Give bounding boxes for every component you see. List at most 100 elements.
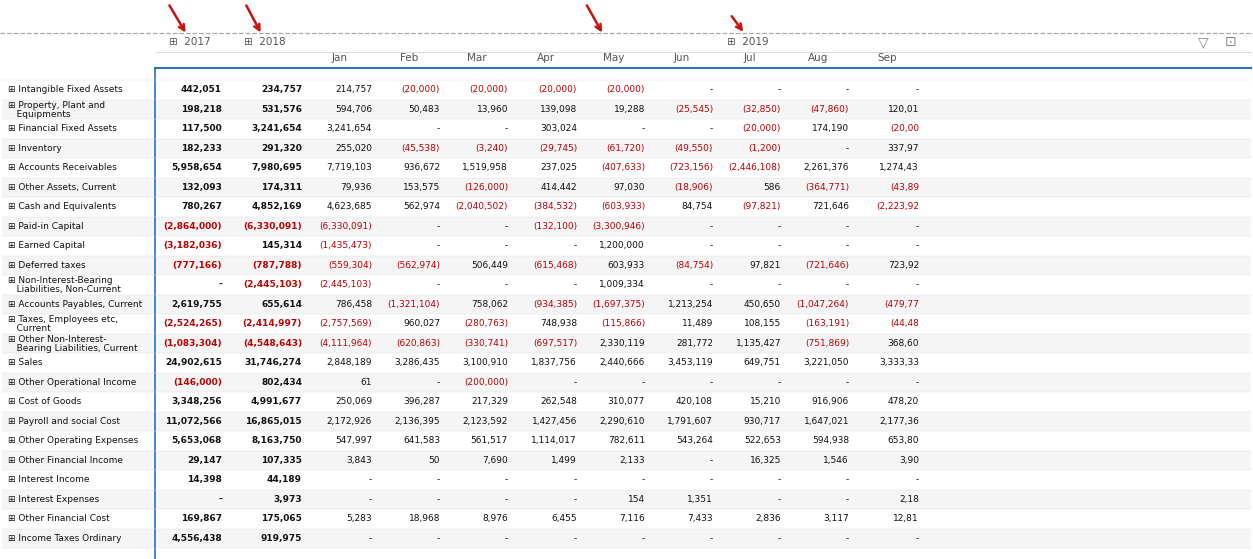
Text: 1,647,021: 1,647,021 bbox=[803, 417, 850, 426]
Text: Jun: Jun bbox=[674, 53, 690, 63]
Text: 44,189: 44,189 bbox=[267, 475, 302, 484]
Text: -: - bbox=[916, 86, 918, 94]
Bar bbox=[3, 255, 1250, 275]
Text: 543,264: 543,264 bbox=[677, 436, 713, 446]
Bar bbox=[3, 451, 1250, 470]
Bar bbox=[3, 139, 1250, 158]
Text: -: - bbox=[437, 534, 440, 543]
Text: 1,837,756: 1,837,756 bbox=[531, 358, 576, 367]
Text: 930,717: 930,717 bbox=[744, 417, 781, 426]
Text: 786,458: 786,458 bbox=[335, 300, 372, 309]
Text: 396,287: 396,287 bbox=[403, 397, 440, 406]
Text: (1,321,104): (1,321,104) bbox=[387, 300, 440, 309]
Text: 2,848,189: 2,848,189 bbox=[327, 358, 372, 367]
Text: (20,000): (20,000) bbox=[470, 86, 507, 94]
Text: 291,320: 291,320 bbox=[261, 144, 302, 153]
Text: -: - bbox=[778, 475, 781, 484]
Text: 169,867: 169,867 bbox=[180, 514, 222, 523]
Text: 4,556,438: 4,556,438 bbox=[172, 534, 222, 543]
Text: 31,746,274: 31,746,274 bbox=[244, 358, 302, 367]
Text: 1,427,456: 1,427,456 bbox=[531, 417, 576, 426]
Text: 3,348,256: 3,348,256 bbox=[172, 397, 222, 406]
Text: (115,866): (115,866) bbox=[600, 319, 645, 328]
Text: -: - bbox=[778, 378, 781, 387]
Text: 16,325: 16,325 bbox=[749, 456, 781, 465]
Text: 182,233: 182,233 bbox=[182, 144, 222, 153]
Text: -: - bbox=[574, 378, 576, 387]
Text: 3,843: 3,843 bbox=[346, 456, 372, 465]
Text: (2,864,000): (2,864,000) bbox=[163, 222, 222, 231]
Text: 337,97: 337,97 bbox=[887, 144, 918, 153]
Text: (697,517): (697,517) bbox=[533, 339, 576, 348]
Text: Equipments: Equipments bbox=[8, 110, 70, 119]
Text: 174,311: 174,311 bbox=[261, 183, 302, 192]
Text: 748,938: 748,938 bbox=[540, 319, 576, 328]
Text: -: - bbox=[846, 534, 850, 543]
Text: 1,213,254: 1,213,254 bbox=[668, 300, 713, 309]
Text: ⊞ Other Operating Expenses: ⊞ Other Operating Expenses bbox=[8, 436, 138, 446]
Text: ⊞ Paid-in Capital: ⊞ Paid-in Capital bbox=[8, 222, 84, 231]
Text: -: - bbox=[846, 86, 850, 94]
Text: -: - bbox=[505, 222, 507, 231]
Text: 586: 586 bbox=[764, 183, 781, 192]
Text: 1,274,43: 1,274,43 bbox=[880, 163, 918, 172]
Text: Jan: Jan bbox=[332, 53, 348, 63]
Text: (721,646): (721,646) bbox=[804, 260, 850, 270]
Text: (2,223,92: (2,223,92 bbox=[876, 202, 918, 211]
Text: (562,974): (562,974) bbox=[396, 260, 440, 270]
Text: Current: Current bbox=[8, 324, 51, 333]
Text: 594,938: 594,938 bbox=[812, 436, 850, 446]
Text: 2,133: 2,133 bbox=[619, 456, 645, 465]
Text: 139,098: 139,098 bbox=[540, 105, 576, 113]
Text: -: - bbox=[642, 378, 645, 387]
Text: ⊞ Deferred taxes: ⊞ Deferred taxes bbox=[8, 260, 85, 270]
Text: ⊞ Intangible Fixed Assets: ⊞ Intangible Fixed Assets bbox=[8, 86, 123, 94]
Text: (2,040,502): (2,040,502) bbox=[456, 202, 507, 211]
Text: -: - bbox=[642, 534, 645, 543]
Text: -: - bbox=[916, 534, 918, 543]
Text: (20,000): (20,000) bbox=[606, 86, 645, 94]
Text: -: - bbox=[916, 378, 918, 387]
Text: 7,433: 7,433 bbox=[688, 514, 713, 523]
Text: 1,200,000: 1,200,000 bbox=[599, 241, 645, 250]
Text: 2,123,592: 2,123,592 bbox=[462, 417, 507, 426]
Text: (29,745): (29,745) bbox=[539, 144, 576, 153]
Text: (163,191): (163,191) bbox=[804, 319, 850, 328]
Text: -: - bbox=[368, 534, 372, 543]
Text: -: - bbox=[778, 222, 781, 231]
Text: ⊞ Accounts Payables, Current: ⊞ Accounts Payables, Current bbox=[8, 300, 143, 309]
Text: 79,936: 79,936 bbox=[341, 183, 372, 192]
Bar bbox=[3, 178, 1250, 197]
Text: ⊞ Income Taxes Ordinary: ⊞ Income Taxes Ordinary bbox=[8, 534, 122, 543]
Text: (384,532): (384,532) bbox=[533, 202, 576, 211]
Text: 7,690: 7,690 bbox=[482, 456, 507, 465]
Text: 250,069: 250,069 bbox=[335, 397, 372, 406]
Text: Sep: Sep bbox=[877, 53, 897, 63]
Text: 442,051: 442,051 bbox=[180, 86, 222, 94]
Text: 97,821: 97,821 bbox=[749, 260, 781, 270]
Text: 2,177,36: 2,177,36 bbox=[880, 417, 918, 426]
Text: (25,545): (25,545) bbox=[675, 105, 713, 113]
Text: (32,850): (32,850) bbox=[743, 105, 781, 113]
Text: (20,000): (20,000) bbox=[743, 124, 781, 133]
Text: ⊞ Other Financial Cost: ⊞ Other Financial Cost bbox=[8, 514, 110, 523]
Text: 2,619,755: 2,619,755 bbox=[172, 300, 222, 309]
Text: 3,221,050: 3,221,050 bbox=[803, 358, 850, 367]
Text: 214,757: 214,757 bbox=[335, 86, 372, 94]
Text: 24,902,615: 24,902,615 bbox=[165, 358, 222, 367]
Text: 12,81: 12,81 bbox=[893, 514, 918, 523]
Text: 234,757: 234,757 bbox=[261, 86, 302, 94]
Text: -: - bbox=[709, 534, 713, 543]
Text: -: - bbox=[916, 280, 918, 289]
Text: -: - bbox=[778, 241, 781, 250]
Text: -: - bbox=[437, 475, 440, 484]
Text: 310,077: 310,077 bbox=[608, 397, 645, 406]
Text: 522,653: 522,653 bbox=[744, 436, 781, 446]
Text: 11,072,566: 11,072,566 bbox=[165, 417, 222, 426]
Text: (2,524,265): (2,524,265) bbox=[163, 319, 222, 328]
Text: 1,114,017: 1,114,017 bbox=[531, 436, 576, 446]
Text: 154: 154 bbox=[628, 495, 645, 504]
Text: -: - bbox=[505, 280, 507, 289]
Text: 5,283: 5,283 bbox=[346, 514, 372, 523]
Bar bbox=[3, 216, 1250, 236]
